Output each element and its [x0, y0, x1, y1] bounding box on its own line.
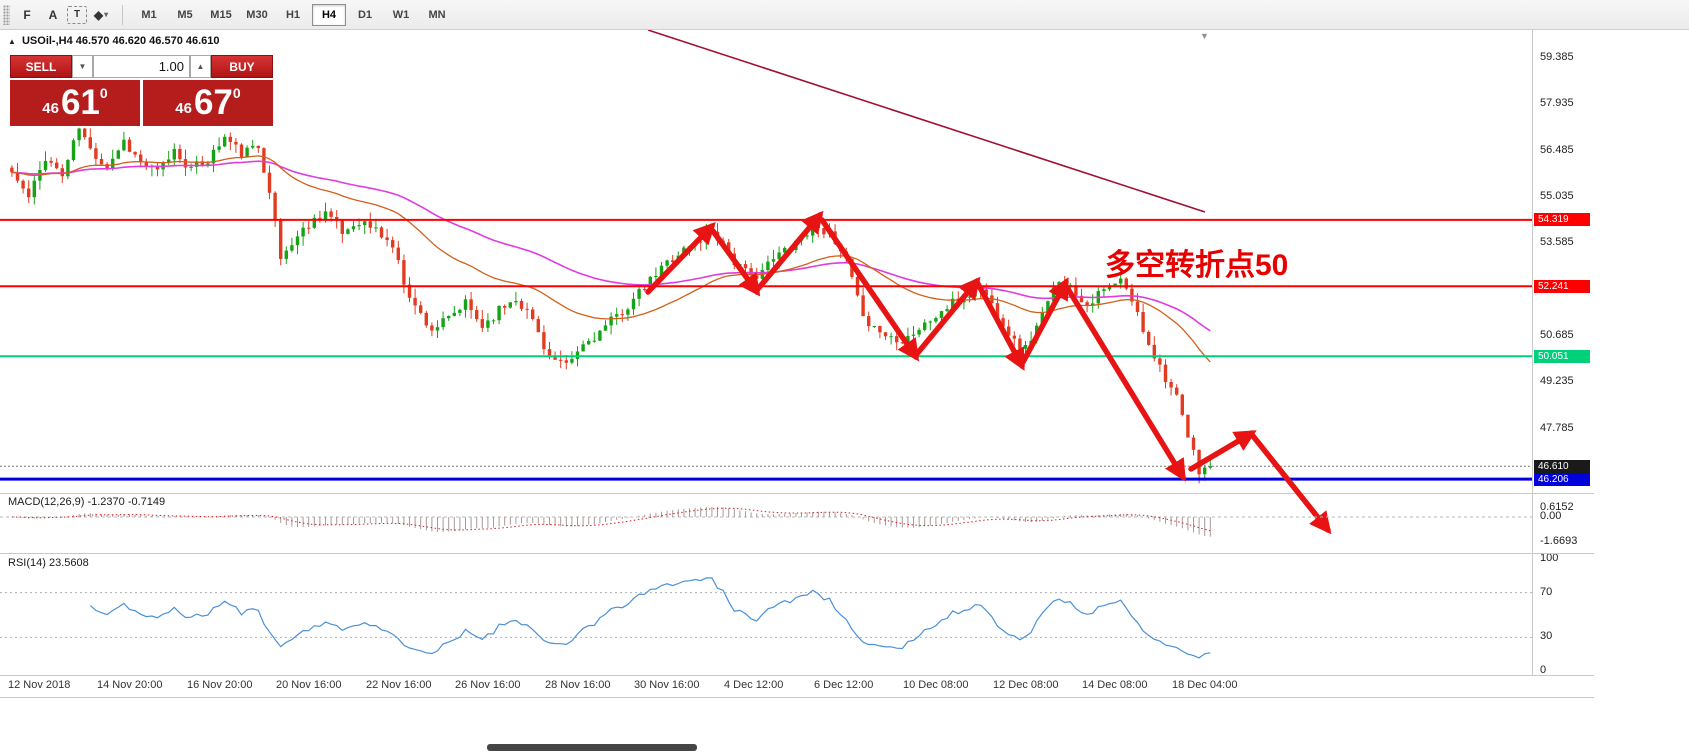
time-axis-label: 10 Dec 08:00	[903, 679, 969, 691]
buy-price-prefix: 46	[175, 99, 192, 117]
price-axis-label: 56.485	[1540, 143, 1574, 156]
taskbar-fragment	[487, 744, 697, 751]
trade-controls-row: SELL ▼ ▲ BUY	[10, 55, 273, 78]
chevron-up-icon: ▲	[196, 62, 205, 71]
shapes-tool-button[interactable]: ◆ ▾	[93, 7, 109, 22]
trend-arrows[interactable]	[645, 210, 1332, 535]
time-axis-label: 12 Dec 08:00	[993, 679, 1059, 691]
one-click-trading-panel: SELL ▼ ▲ BUY 46 61 0 46 67 0	[10, 55, 273, 126]
time-axis-label: 16 Nov 20:00	[187, 679, 253, 691]
chart-annotation-text[interactable]: 多空转折点50	[1105, 249, 1289, 282]
ma-fast-line	[11, 155, 1211, 363]
main-toolbar: F A T ◆ ▾ M1 M5 M15 M30 H1 H4 D1 W1 MN	[0, 0, 1689, 30]
price-axis-label: 49.235	[1540, 375, 1574, 388]
timeframe-w1-button[interactable]: W1	[392, 8, 410, 21]
rsi-header: RSI(14) 23.5608	[8, 557, 89, 569]
time-axis-label: 28 Nov 16:00	[545, 679, 611, 691]
rsi-axis-label: 30	[1540, 630, 1553, 643]
label-tool-button[interactable]: T	[67, 5, 87, 24]
trade-prices-row: 46 61 0 46 67 0	[10, 80, 273, 126]
price-axis-label: 57.935	[1540, 97, 1574, 110]
sell-price-display[interactable]: 46 61 0	[10, 80, 140, 126]
time-axis-label: 20 Nov 16:00	[276, 679, 342, 691]
time-axis-label: 22 Nov 16:00	[366, 679, 432, 691]
macd-axis-label: -1.6693	[1540, 535, 1578, 548]
rsi-axis-label: 100	[1540, 552, 1559, 564]
chart-shift-marker[interactable]: ▼	[1200, 31, 1209, 41]
fibonacci-tool-button[interactable]: F	[23, 7, 31, 22]
price-axis-label: 59.385	[1540, 51, 1574, 63]
buy-price-display[interactable]: 46 67 0	[143, 80, 273, 126]
buy-price-sup: 0	[232, 85, 241, 101]
toolbar-grip[interactable]	[3, 4, 10, 25]
current-price-badge: 46.610	[1534, 459, 1590, 473]
volume-input[interactable]	[93, 55, 190, 78]
macd-header: MACD(12,26,9) -1.2370 -0.7149	[8, 496, 166, 508]
price-axis-label: 47.785	[1540, 421, 1574, 434]
price-badge-50.051: 50.051	[1534, 349, 1590, 363]
volume-decrease-button[interactable]: ▼	[72, 55, 93, 78]
sell-price-sup: 0	[99, 85, 108, 101]
buy-button[interactable]: BUY	[211, 55, 273, 78]
quote-ohlc: 46.570 46.620 46.570 46.610	[75, 35, 220, 47]
sell-button[interactable]: SELL	[10, 55, 72, 78]
rsi-axis-label: 70	[1540, 585, 1553, 598]
chevron-down-icon: ▾	[104, 10, 109, 19]
price-axis-label: 55.035	[1540, 189, 1574, 202]
time-axis-label: 14 Dec 08:00	[1082, 679, 1148, 691]
timeframe-h4-button[interactable]: H4	[312, 3, 346, 26]
timeframe-m5-button[interactable]: M5	[177, 8, 193, 21]
price-axis-label: 53.585	[1540, 236, 1574, 249]
time-axis-label: 6 Dec 12:00	[814, 679, 874, 691]
price-axis-label: 50.685	[1540, 328, 1574, 341]
time-axis-label: 30 Nov 16:00	[634, 679, 700, 691]
rsi-axis-label: 0	[1540, 664, 1547, 676]
timeframe-mn-button[interactable]: MN	[428, 8, 446, 21]
macd-plot	[0, 506, 1532, 537]
timeframe-d1-button[interactable]: D1	[357, 8, 373, 21]
time-axis-label: 26 Nov 16:00	[455, 679, 521, 691]
timeframe-buttons: M1 M5 M15 M30 H1 H4 D1 W1 MN	[131, 3, 455, 26]
price-badge-54.319: 54.319	[1534, 213, 1590, 227]
price-badge-52.241: 52.241	[1534, 279, 1590, 293]
toolbar-separator	[122, 4, 123, 25]
timeframe-m1-button[interactable]: M1	[141, 8, 157, 21]
tool-buttons: F A T ◆ ▾	[14, 3, 114, 27]
candles-layer	[10, 127, 1212, 484]
time-axis-label: 14 Nov 20:00	[97, 679, 163, 691]
price-badge-46.206: 46.206	[1534, 472, 1590, 486]
text-tool-button[interactable]: A	[48, 7, 58, 22]
macd-axis-label: 0.00	[1540, 510, 1562, 522]
panel-frame	[0, 30, 1594, 698]
quote-symbol: USOil-,H4	[21, 35, 73, 47]
quote-direction-icon: ▲	[8, 37, 16, 46]
time-axis-label: 12 Nov 2018	[8, 679, 71, 691]
quote-line: ▲ USOil-,H4 46.570 46.620 46.570 46.610	[8, 35, 220, 47]
timeframe-m30-button[interactable]: M30	[246, 8, 268, 21]
buy-price-big: 67	[193, 83, 233, 122]
macd-axis-label: 0.6152	[1540, 500, 1574, 513]
timeframe-h1-button[interactable]: H1	[285, 8, 301, 21]
volume-increase-button[interactable]: ▲	[190, 55, 211, 78]
chevron-down-icon: ▼	[78, 62, 87, 71]
timeframe-m15-button[interactable]: M15	[210, 8, 232, 21]
descending-trendline[interactable]	[647, 29, 1206, 213]
ma-slow-line	[11, 160, 1211, 332]
sell-price-prefix: 46	[42, 99, 59, 117]
rsi-plot	[0, 577, 1532, 659]
time-axis-label: 4 Dec 12:00	[724, 679, 784, 691]
sell-price-big: 61	[60, 83, 100, 122]
time-axis-label: 18 Dec 04:00	[1172, 679, 1238, 691]
